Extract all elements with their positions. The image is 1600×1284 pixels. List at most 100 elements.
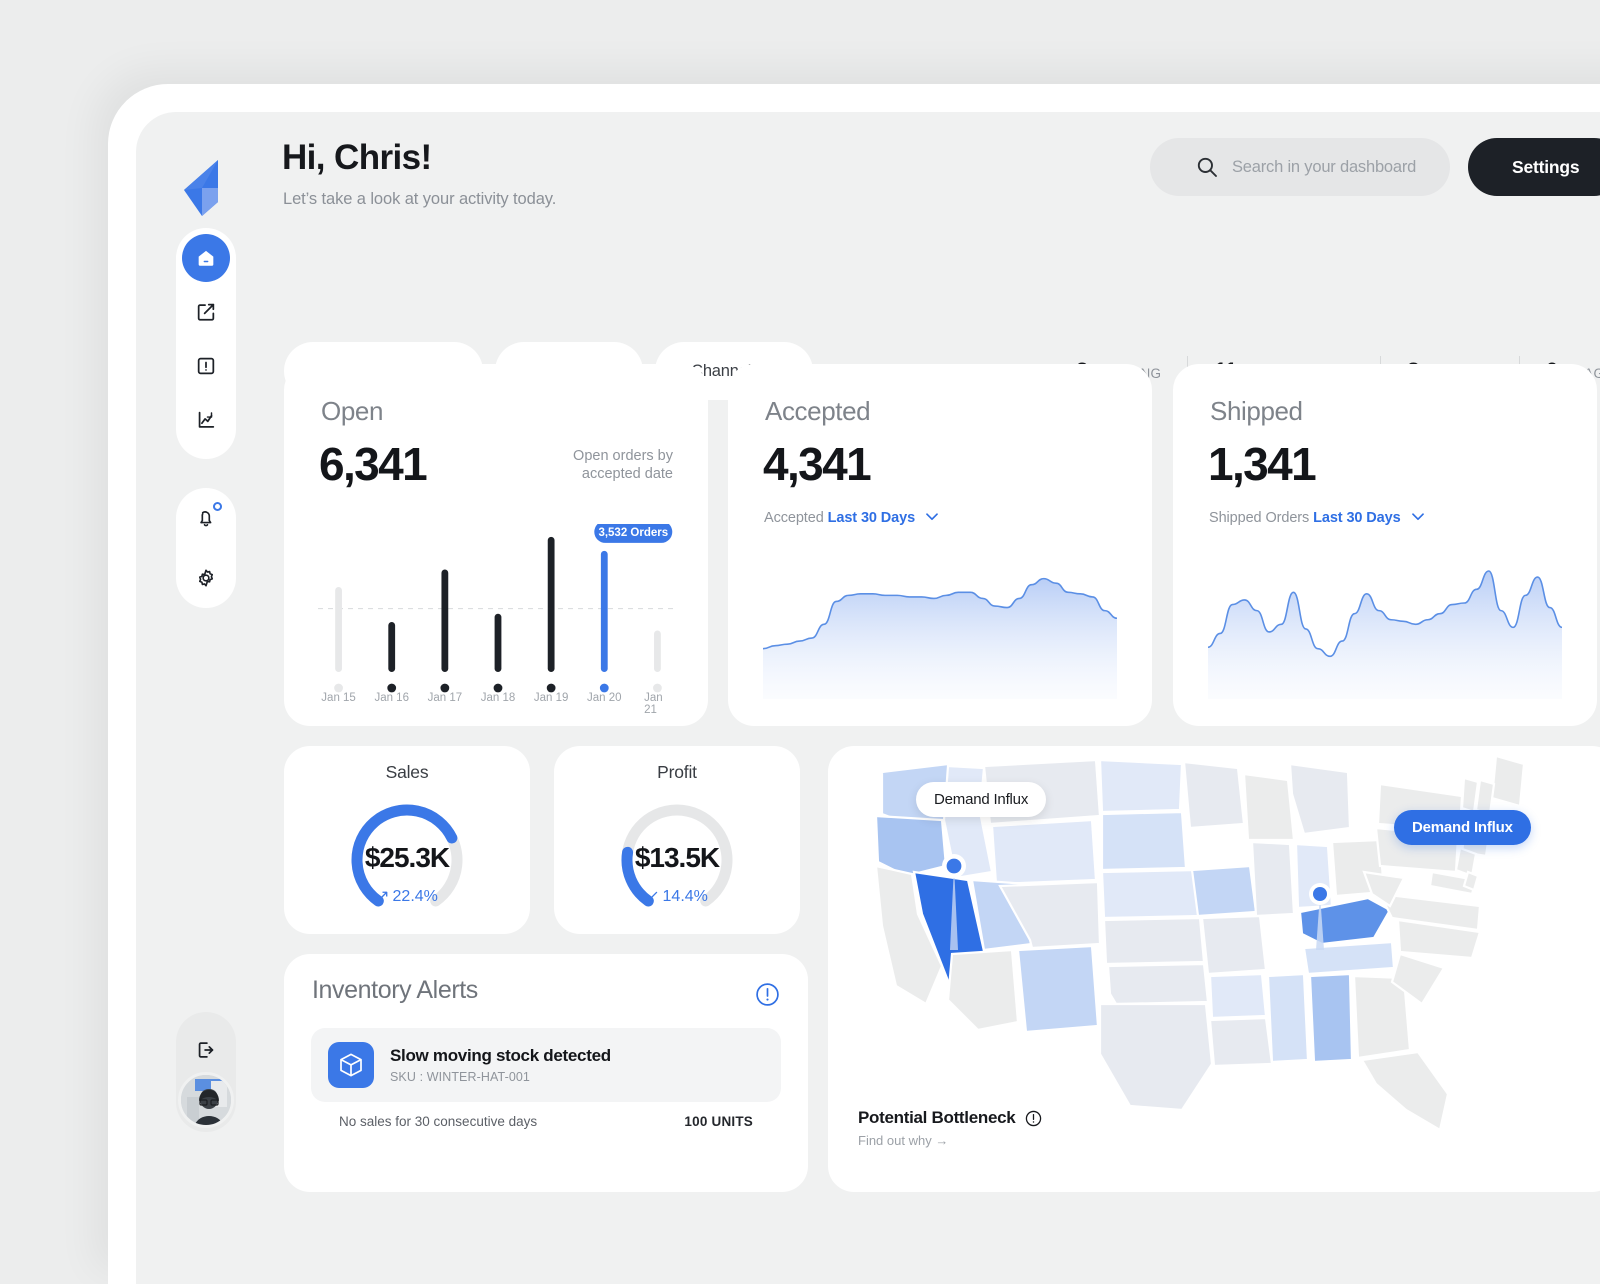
map-state-nc[interactable] — [1396, 918, 1482, 960]
bar-xlabel: Jan 16 — [374, 692, 409, 704]
map-state-nd[interactable] — [1098, 758, 1184, 814]
chevron-down-icon — [1411, 513, 1424, 521]
map-state-ca[interactable] — [874, 864, 944, 1006]
inventory-alert-item[interactable]: Slow moving stock detected SKU : WINTER-… — [311, 1028, 781, 1102]
map-state-ga[interactable] — [1352, 974, 1412, 1060]
card-accepted-range-prefix: Accepted — [764, 510, 824, 526]
page-title: Hi, Chris! — [282, 138, 432, 177]
map-state-wi[interactable] — [1242, 772, 1296, 842]
card-open: Open 6,341 Open orders by accepted date … — [284, 364, 708, 726]
analytics-chart-icon — [198, 411, 215, 428]
card-shipped-range-value: Last 30 Days — [1313, 510, 1401, 526]
shipped-area-chart — [1208, 539, 1562, 699]
bar-xlabel: Jan 15 — [321, 692, 356, 704]
settings-button[interactable]: Settings — [1468, 138, 1600, 196]
map-state-al[interactable] — [1308, 972, 1354, 1064]
card-sales-delta-value: 22.4% — [392, 888, 438, 905]
inventory-alert-sku: SKU : WINTER-HAT-001 — [390, 1070, 530, 1084]
potential-bottleneck-label: Potential Bottleneck — [858, 1108, 1016, 1127]
map-state-nj[interactable] — [1454, 846, 1478, 878]
card-accepted: Accepted 4,341 Accepted Last 30 Days — [728, 364, 1152, 726]
map-state-fl[interactable] — [1360, 1050, 1450, 1132]
map-state-ar[interactable] — [1208, 972, 1268, 1020]
open-bar-chart-xaxis: Jan 15 Jan 16 Jan 17 Jan 18 Jan 19 Jan 20 Jan … — [312, 692, 684, 716]
gear-icon — [198, 569, 214, 587]
logout-icon — [198, 1042, 214, 1058]
map-state-ok[interactable] — [1106, 962, 1210, 1006]
map-state-nm[interactable] — [1016, 944, 1100, 1034]
logout-button[interactable] — [182, 1026, 230, 1074]
map-pin-west[interactable] — [942, 854, 966, 950]
map-state-sc[interactable] — [1390, 952, 1446, 1006]
potential-bottleneck[interactable]: Potential Bottleneck Find out why → — [858, 1108, 1042, 1148]
card-accepted-value: 4,341 — [763, 438, 872, 490]
bar-tooltip-badge: 3,532 Orders — [594, 524, 673, 543]
map-state-mo[interactable] — [1200, 914, 1268, 976]
map-state-il[interactable] — [1250, 840, 1296, 918]
map-label-demand-influx-east[interactable]: Demand Influx — [1394, 810, 1531, 845]
map-state-me[interactable] — [1490, 754, 1526, 808]
sidebar-item-alerts[interactable] — [182, 342, 230, 390]
card-sales-title: Sales — [385, 762, 429, 782]
map-state-sd[interactable] — [1100, 810, 1188, 872]
search-icon — [1196, 156, 1218, 178]
bar-xlabel: Jan 21 — [644, 692, 663, 716]
bell-icon — [200, 511, 212, 527]
bar-xlabel: Jan 17 — [427, 692, 463, 704]
sidebar-secondary-nav — [176, 488, 236, 608]
card-profit-value: $13.5K — [634, 842, 720, 873]
map-state-mi[interactable] — [1288, 762, 1352, 836]
search-input[interactable] — [1232, 157, 1452, 177]
card-sales: Sales $25.3K ↗ 22.4% — [284, 746, 530, 934]
sidebar-item-external-link[interactable] — [182, 288, 230, 336]
search-box[interactable] — [1150, 138, 1452, 196]
trend-up-icon: ↗ — [376, 888, 390, 905]
map-state-tn[interactable] — [1302, 940, 1396, 976]
map-state-md[interactable] — [1428, 870, 1478, 896]
chevron-down-icon — [926, 513, 938, 521]
exclamation-circle-icon[interactable] — [755, 982, 780, 1012]
alert-square-icon — [197, 357, 215, 375]
accepted-area-chart — [763, 539, 1117, 699]
map-state-va[interactable] — [1378, 892, 1482, 932]
card-sales-delta: ↗ 22.4% — [284, 886, 530, 906]
map-state-wv[interactable] — [1362, 870, 1406, 908]
map-label-demand-influx-west[interactable]: Demand Influx — [916, 782, 1047, 817]
card-shipped: Shipped 1,341 Shipped Orders Last 30 Day… — [1173, 364, 1597, 726]
map-pin-east[interactable] — [1309, 883, 1331, 950]
map-state-ms[interactable] — [1266, 972, 1310, 1064]
map-state-ks[interactable] — [1102, 916, 1206, 966]
avatar[interactable] — [178, 1072, 234, 1128]
app-viewport: Hi, Chris! Let’s take a look at your act… — [136, 112, 1600, 1284]
card-accepted-range[interactable]: Accepted Last 30 Days — [764, 510, 938, 526]
map-state-tx[interactable] — [1098, 1002, 1214, 1112]
map-state-co[interactable] — [998, 880, 1102, 950]
home-icon — [198, 250, 214, 266]
sidebar-item-home[interactable] — [182, 234, 230, 282]
map-state-de[interactable] — [1462, 870, 1480, 892]
card-shipped-range[interactable]: Shipped Orders Last 30 Days — [1209, 510, 1424, 526]
bar-xlabel: Jan 18 — [480, 692, 516, 704]
paper-plane-logo-icon — [176, 158, 234, 224]
card-open-value: 6,341 — [319, 438, 428, 490]
inventory-alert-footer-units: 100 UNITS — [684, 1114, 753, 1129]
card-accepted-title: Accepted — [765, 396, 871, 426]
card-profit: Profit $13.5K ↙ 14.4% — [554, 746, 800, 934]
svg-text:3,532 Orders: 3,532 Orders — [598, 527, 668, 539]
inventory-alert-headline: Slow moving stock detected — [390, 1046, 611, 1065]
map-state-wy[interactable] — [990, 818, 1098, 886]
inventory-alerts-title: Inventory Alerts — [312, 976, 478, 1004]
potential-bottleneck-link[interactable]: Find out why → — [858, 1133, 949, 1148]
map-state-nh[interactable] — [1474, 778, 1496, 816]
map-state-az[interactable] — [946, 948, 1020, 1032]
sidebar-item-analytics[interactable] — [182, 396, 230, 444]
map-state-mn[interactable] — [1182, 760, 1246, 830]
sidebar-item-notifications[interactable] — [182, 494, 230, 542]
map-state-or[interactable] — [874, 814, 948, 878]
map-state-ia[interactable] — [1190, 864, 1258, 918]
map-state-la[interactable] — [1208, 1016, 1274, 1068]
map-state-ne[interactable] — [1100, 868, 1202, 920]
inventory-alert-texts: Slow moving stock detected SKU : WINTER-… — [390, 1046, 611, 1084]
profit-gauge — [621, 804, 733, 907]
sidebar-item-settings[interactable] — [182, 554, 230, 602]
